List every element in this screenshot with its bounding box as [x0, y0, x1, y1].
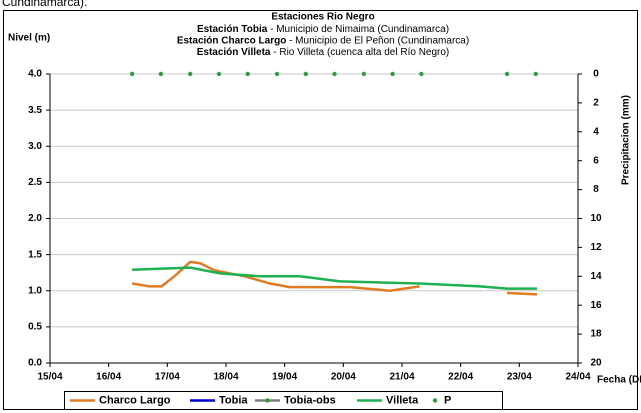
x-tick-label: 22/04	[448, 372, 473, 383]
series-point	[158, 71, 164, 77]
y-tick-label: 1.5	[28, 249, 42, 260]
y-tick-label: 2.0	[28, 213, 42, 224]
legend-label: Villeta	[386, 394, 419, 406]
x-tick-label: 15/04	[37, 372, 62, 383]
y2-tick-label: 10	[590, 213, 602, 224]
y2-tick-label: 18	[590, 329, 602, 340]
legend-label: Charco Largo	[99, 394, 171, 406]
series-point	[274, 71, 280, 77]
series-line	[131, 260, 420, 292]
y2-tick-label: 4	[593, 126, 599, 137]
caption: Cundinamarca).	[2, 0, 87, 9]
x-tick-label: 19/04	[272, 372, 297, 383]
y2-tick-label: 20	[590, 358, 602, 369]
y-tick-label: 0.0	[28, 358, 42, 369]
y2-tick-label: 6	[593, 155, 599, 166]
series-point	[504, 71, 510, 77]
y-tick-label: 1.0	[28, 285, 42, 296]
series-point	[361, 71, 367, 77]
chart-title: Estaciones Rio Negro	[271, 12, 374, 23]
legend-label: P	[444, 394, 451, 406]
subtitle-place: - Municipio de El Peñon (Cundinamarca)	[286, 35, 469, 46]
chart-frame	[3, 10, 638, 410]
y-tick-label: 4.0	[28, 69, 42, 80]
legend-marker	[265, 398, 270, 403]
x-tick-label: 24/04	[565, 372, 590, 383]
x-tick-label: 16/04	[96, 372, 121, 383]
y-tick-label: 3.0	[28, 141, 42, 152]
series-point	[188, 71, 193, 77]
chart-subtitle: Estación Tobia - Municipio de Nimaima (C…	[197, 24, 449, 35]
x-tick-label: 21/04	[389, 372, 414, 383]
legend-box	[64, 391, 503, 410]
x-axis-label: Fecha (DD/M/AA)	[597, 375, 641, 386]
subtitle-station: Estación Charco Largo	[177, 35, 286, 46]
y2-tick-label: 8	[593, 184, 599, 195]
y2-tick-label: 2	[593, 98, 599, 109]
x-tick-label: 23/04	[507, 372, 532, 383]
series-line	[132, 266, 537, 290]
subtitle-place: - Municipio de Nimaima (Cundinamarca)	[267, 24, 449, 35]
series-point	[216, 71, 222, 77]
y-axis-label: Nivel (m)	[8, 33, 50, 44]
legend-label: Tobia-obs	[284, 394, 336, 406]
x-tick-label: 20/04	[331, 372, 356, 383]
subtitle-place: - Rio Villeta (cuenca alta del Río Negro…	[270, 47, 449, 58]
legend-marker	[432, 398, 438, 403]
y-tick-label: 0.5	[28, 322, 42, 333]
y2-tick-label: 16	[590, 300, 602, 311]
series-point	[533, 71, 538, 77]
chart-subtitle: Estación Villeta - Rio Villeta (cuenca a…	[197, 47, 450, 58]
chart-subtitle: Estación Charco Largo - Municipio de El …	[177, 35, 469, 46]
y-tick-label: 3.5	[28, 105, 42, 116]
y2-tick-label: 0	[593, 69, 599, 80]
subtitle-station: Estación Tobia	[197, 24, 268, 35]
y2-tick-label: 12	[590, 242, 602, 253]
subtitle-station: Estación Villeta	[197, 47, 271, 58]
series-point	[129, 71, 135, 77]
y2-axis-label: Precipitacion (mm)	[621, 95, 632, 185]
series-point	[332, 71, 337, 77]
legend-label: Tobia	[219, 394, 248, 406]
x-tick-label: 18/04	[213, 372, 238, 383]
series-point	[419, 71, 424, 77]
series-point	[390, 71, 395, 77]
x-tick-label: 17/04	[155, 372, 180, 383]
y2-tick-label: 14	[590, 271, 602, 282]
series-line	[506, 291, 537, 296]
series-point	[303, 71, 308, 77]
series-point	[245, 71, 250, 77]
y-tick-label: 2.5	[28, 177, 42, 188]
